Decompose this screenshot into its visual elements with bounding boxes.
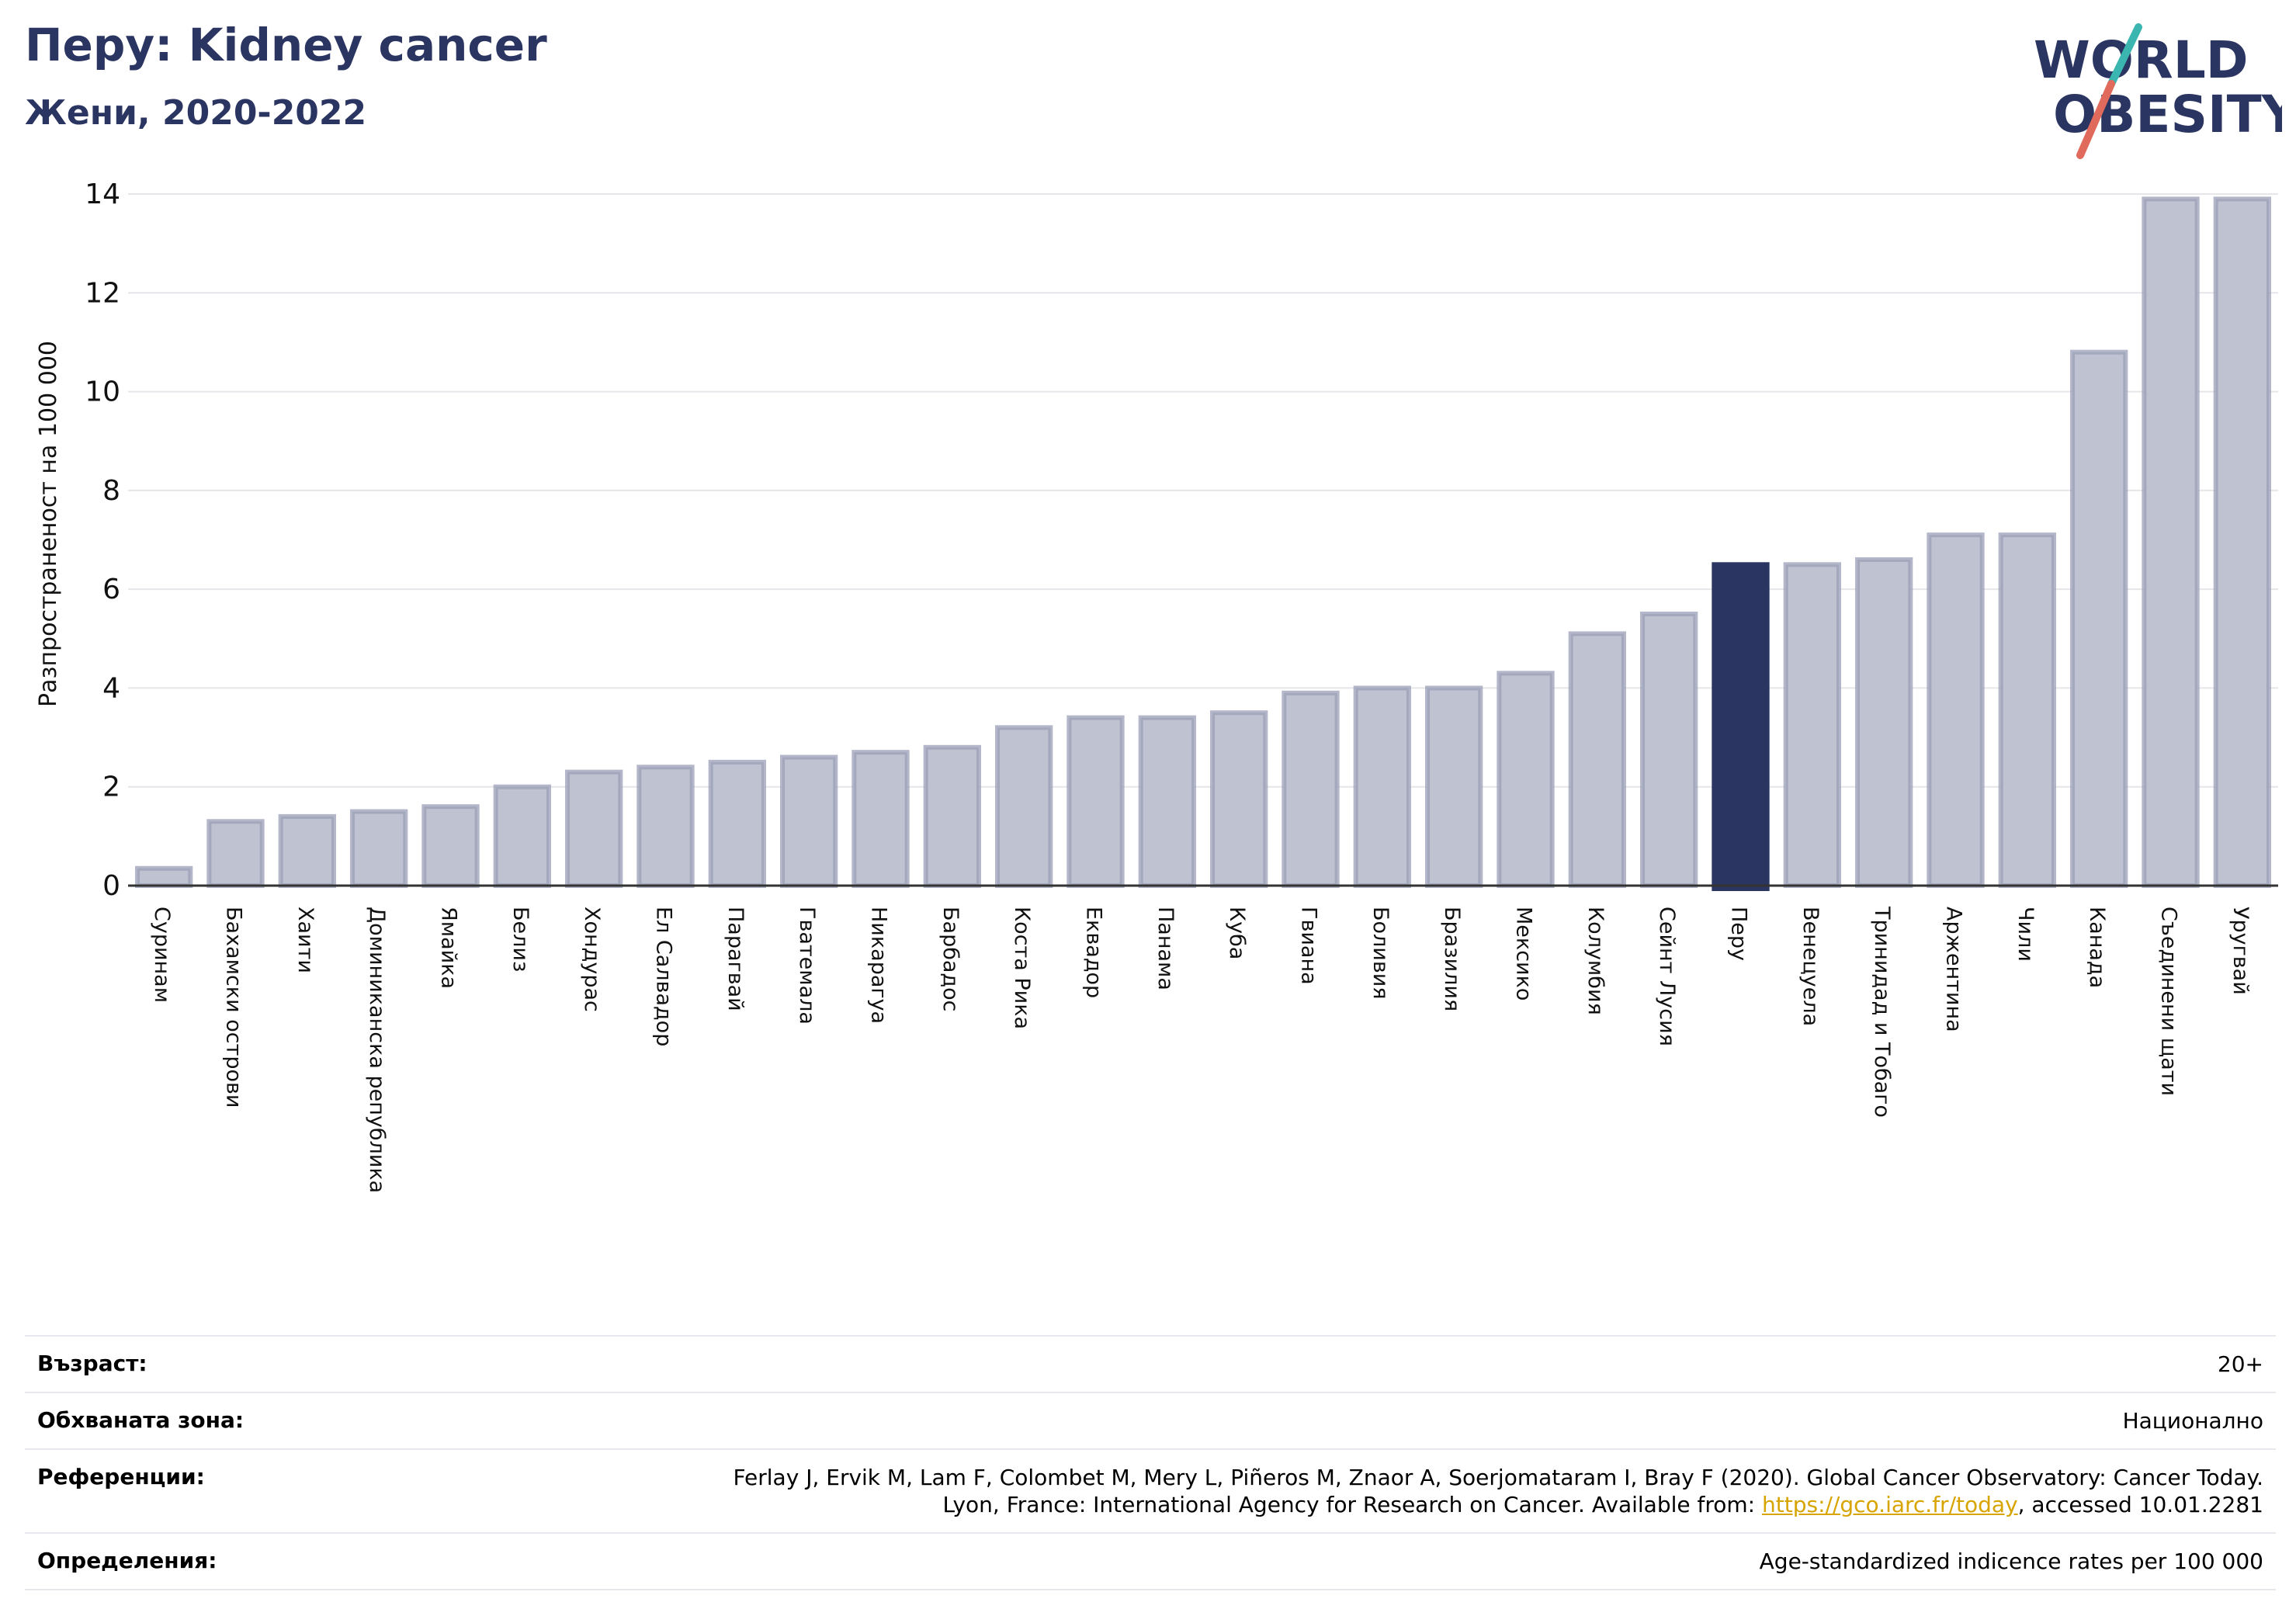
y-tick-labels: 0 2 4 6 8 10 12 14 [85,179,120,902]
bar [2070,349,2128,888]
bar [1138,715,1196,888]
logo-slash-red [2076,80,2115,159]
x-tick-label: Парагвай [723,907,747,1011]
x-tick-label: Доминиканска република [365,907,389,1193]
bar [1640,611,1698,888]
info-row-references: Референции: Ferlay J, Ervik M, Lam F, Co… [25,1448,2276,1532]
x-tick-label: Хаити [293,907,317,973]
age-label: Възраст: [37,1351,147,1376]
bar [1425,685,1483,889]
bar [2213,196,2271,889]
bar [135,865,193,888]
bar [780,754,838,888]
bar [1783,562,1841,888]
definitions-label: Определения: [37,1548,217,1573]
y-tick-label: 8 [102,475,120,507]
bar [851,750,910,889]
x-tick-label: Хондурас [580,907,604,1012]
x-tick-label: Панама [1153,907,1177,990]
bar [1282,690,1340,888]
x-tick-label: Аржентина [1942,907,1966,1032]
y-tick-label: 12 [85,277,120,309]
x-tick-label: Чили [2013,907,2038,962]
bar [995,725,1053,888]
bar [206,819,265,888]
references-value: Ferlay J, Ervik M, Lam F, Colombet M, Me… [733,1464,2263,1518]
x-tick-label: Гватемала [795,907,819,1025]
bar [708,759,766,889]
bar [1353,685,1411,889]
bar [1497,671,1555,888]
bar [2142,196,2200,889]
x-tick-label: Колумбия [1583,907,1608,1015]
x-tick-label: Белиз [508,907,532,972]
bar [565,769,623,888]
x-tick-label: Коста Рика [1010,907,1034,1029]
y-tick-label: 0 [102,870,120,902]
bar [636,765,695,888]
x-tick-label: Ямайка [437,907,461,989]
y-tick-label: 2 [102,772,120,803]
x-tick-label: Сейнт Лусия [1655,907,1679,1046]
age-value: 20+ [2217,1351,2263,1377]
definitions-value: Age-standardized indicence rates per 100… [1759,1548,2263,1574]
bar [1568,631,1626,889]
x-tick-label: Гвиана [1297,907,1321,985]
bar-highlighted [1712,562,1770,891]
x-tick-label: Никарагуа [867,907,891,1024]
world-obesity-logo: WORLD OBESITY [2034,23,2282,159]
x-tick-label: Куба [1225,907,1249,959]
bar [350,809,408,889]
y-axis-label: Разпространеност на 100 000 [35,341,62,707]
info-table: Възраст: 20+ Обхваната зона: Национално … [25,1335,2276,1590]
x-tick-label: Суринам [150,907,174,1003]
logo-slash-teal [2107,23,2142,88]
references-label: Референции: [37,1464,205,1489]
bars [135,196,2271,891]
info-row-definitions: Определения: Age-standardized indicence … [25,1532,2276,1590]
reference-link[interactable]: https://gco.iarc.fr/today [1762,1492,2018,1517]
x-tick-label: Канада [2085,907,2109,988]
x-tick-label: Боливия [1368,907,1393,1000]
x-tick-labels: Суринам Бахамски острови Хаити Доминиканска… [150,906,2253,1193]
bar [421,804,480,888]
logo-text-world: WORLD [2034,30,2249,90]
reference-line-2-suffix: , accessed 10.01.2281 [2017,1492,2263,1517]
page-subtitle: Жени, 2020-2022 [25,93,367,133]
x-tick-label: Мексико [1512,907,1536,1001]
bar [278,813,336,889]
bar-chart: 0 2 4 6 8 10 12 14 Суринам Бахамски острови Хаити… [35,179,2278,1193]
area-value: Национално [2122,1408,2263,1434]
page-title: Перу: Kidney cancer [25,19,547,71]
bar [493,784,551,889]
reference-line-1: Ferlay J, Ervik M, Lam F, Colombet M, Me… [733,1465,2263,1490]
x-tick-label: Ел Салвадор [652,907,676,1046]
y-tick-label: 14 [85,179,120,210]
x-tick-label: Уругвай [2228,907,2253,995]
x-tick-label: Барбадос [938,907,962,1011]
y-tick-label: 4 [102,672,120,704]
x-tick-label: Бразилия [1440,907,1464,1011]
info-row-age: Възраст: 20+ [25,1335,2276,1392]
area-label: Обхваната зона: [37,1407,245,1433]
y-tick-label: 10 [85,376,120,408]
x-tick-label: Венецуела [1798,907,1823,1026]
bar [1998,532,2056,889]
reference-line-2-prefix: Lyon, France: International Agency for R… [942,1492,1762,1517]
y-tick-label: 6 [102,574,120,605]
bar [1066,715,1125,888]
bar [1855,557,1913,888]
x-tick-label: Тринидад и Тобаго [1870,906,1894,1118]
x-tick-label: Бахамски острови [222,907,246,1108]
x-tick-label: Еквадор [1082,907,1106,998]
info-row-area: Обхваната зона: Национално [25,1392,2276,1448]
x-tick-label: Съединени щати [2157,907,2181,1096]
bar [1210,710,1268,888]
bar [923,744,981,888]
x-tick-label: Перу [1727,907,1751,961]
bar [1927,532,1985,889]
